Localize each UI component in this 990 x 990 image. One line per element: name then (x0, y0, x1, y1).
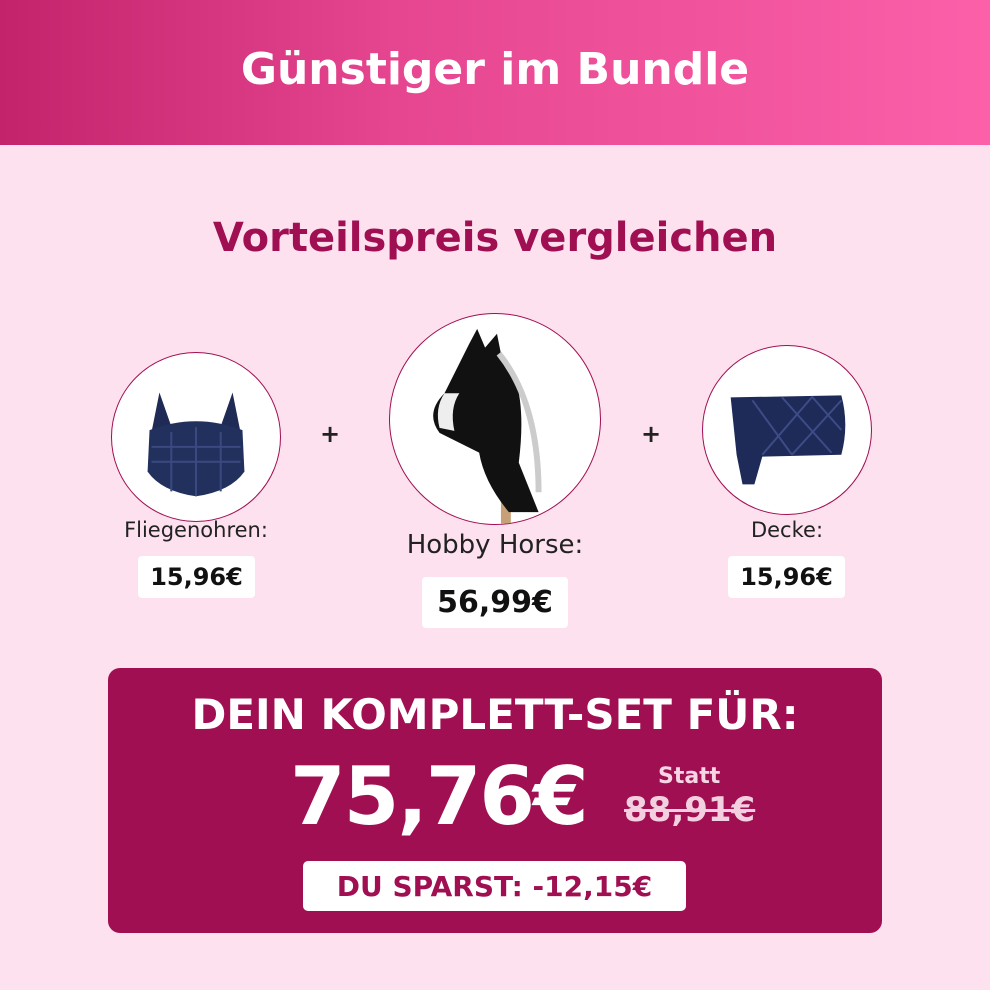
product-label: Fliegenohren: (124, 518, 268, 542)
header: Günstiger im Bundle (0, 0, 990, 145)
product-label: Decke: (750, 518, 824, 542)
header-title: Günstiger im Bundle (240, 44, 750, 95)
plus-sign: + (641, 420, 662, 448)
product-price: 56,99€ (422, 577, 568, 628)
savings-badge: DU SPARST: -12,15€ (303, 861, 686, 911)
product-price: 15,96€ (728, 556, 845, 598)
old-price: 88,91€ (624, 790, 756, 830)
product-label: Hobby Horse: (406, 530, 584, 560)
fly-bonnet-image (111, 352, 281, 522)
bundle-price: 75,76€ (290, 750, 589, 843)
plus-sign: + (320, 420, 341, 448)
statt-label: Statt (658, 764, 721, 789)
product-price: 15,96€ (138, 556, 255, 598)
bundle-price-banner: DEIN KOMPLETT-SET FÜR: 75,76€ Statt 88,9… (108, 668, 882, 933)
banner-title: DEIN KOMPLETT-SET FÜR: (191, 690, 799, 739)
hobby-horse-image (389, 313, 601, 525)
horse-blanket-image (702, 345, 872, 515)
subtitle: Vorteilspreis vergleichen (212, 215, 778, 261)
